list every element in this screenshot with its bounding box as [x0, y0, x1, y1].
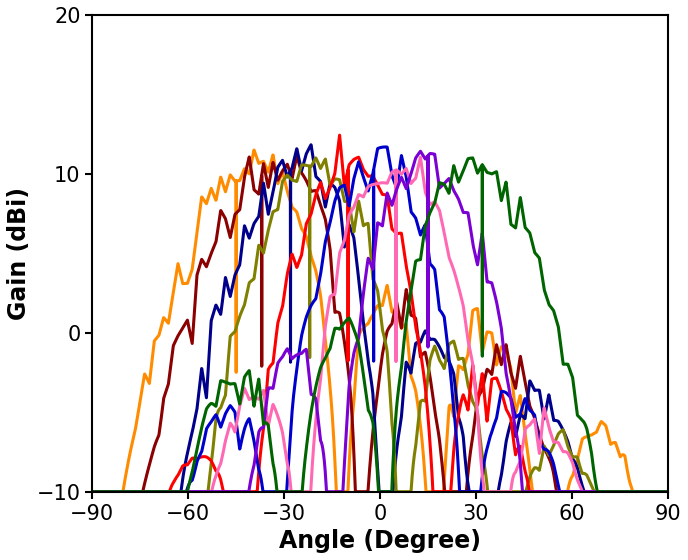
- Y-axis label: Gain (dBi): Gain (dBi): [7, 187, 31, 320]
- X-axis label: Angle (Degree): Angle (Degree): [279, 529, 481, 553]
